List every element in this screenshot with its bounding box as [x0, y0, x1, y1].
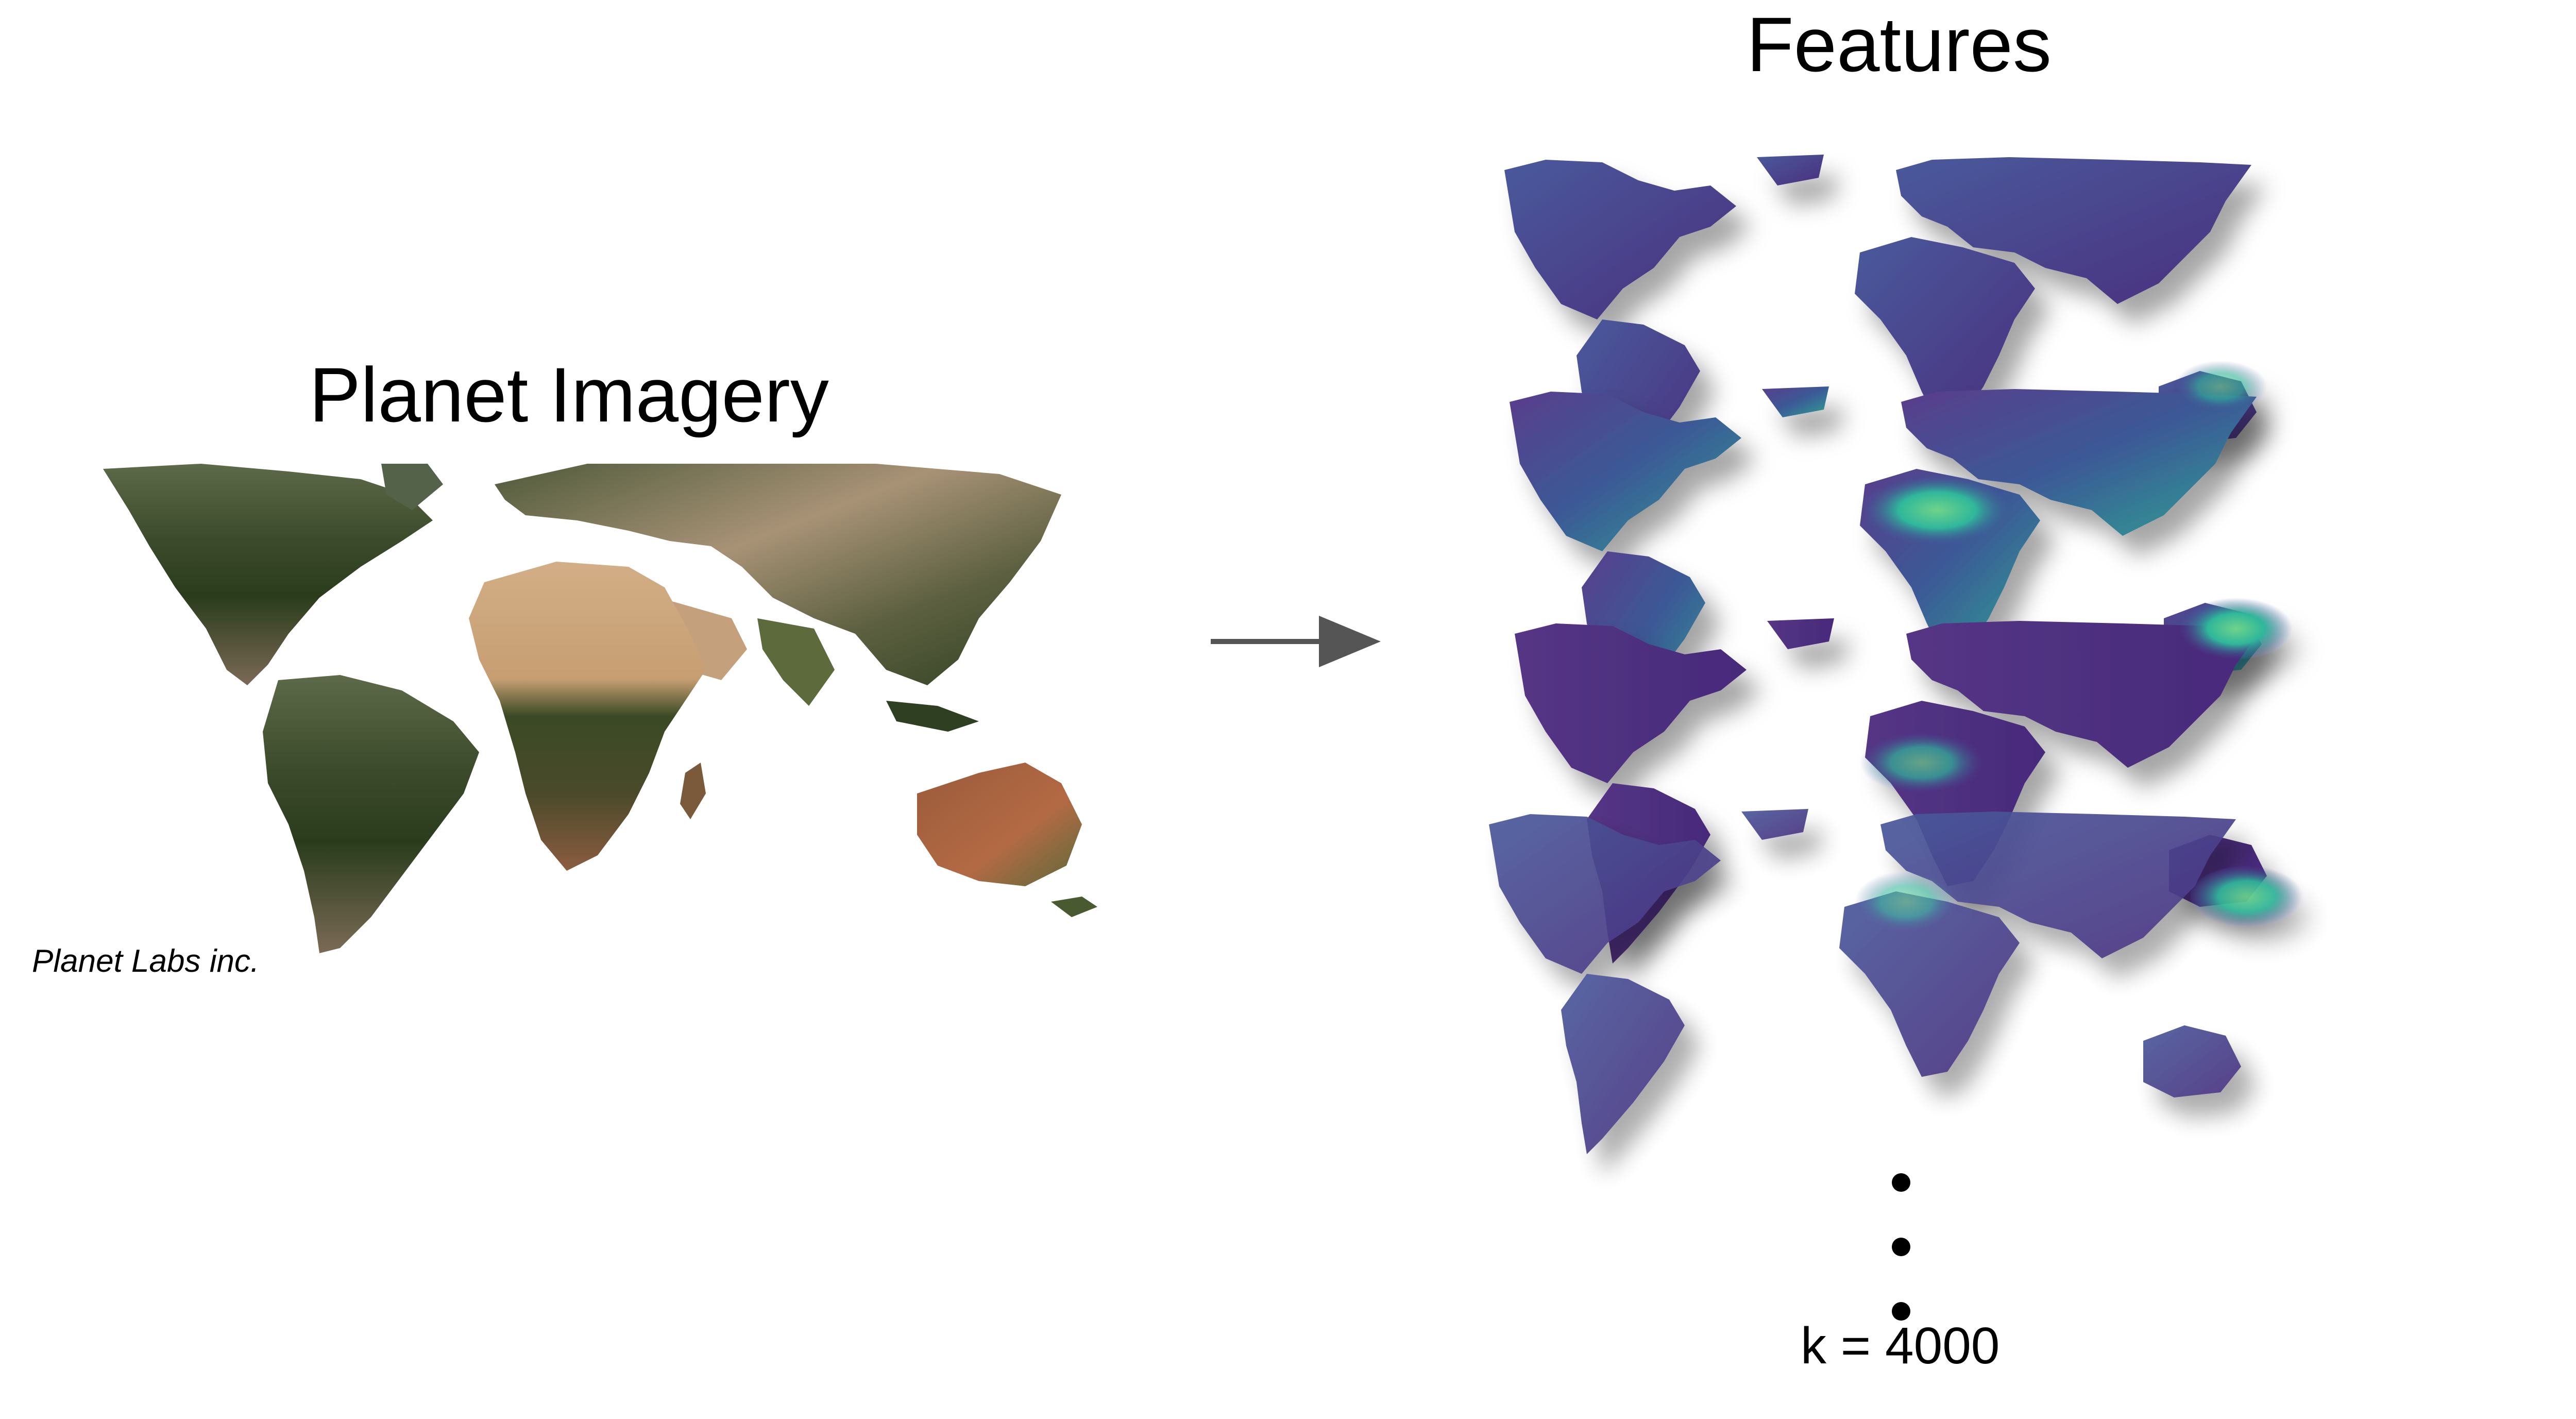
- features-title: Features: [1747, 1, 2052, 88]
- image-credit: Planet Labs inc.: [32, 943, 260, 979]
- imagery-greenland: [381, 464, 443, 510]
- feature-map-stack: [1489, 155, 2303, 1154]
- planet-imagery-map: [103, 464, 1097, 953]
- imagery-australia: [917, 763, 1082, 886]
- imagery-north-america: [103, 464, 433, 685]
- planet-imagery-title: Planet Imagery: [309, 351, 829, 438]
- feature-map-2: [1510, 361, 2267, 732]
- imagery-eurasia: [495, 464, 1061, 685]
- vertical-ellipsis-icon: [1892, 1173, 1910, 1321]
- right-arrow-icon: [1211, 616, 1381, 667]
- imagery-africa: [469, 562, 706, 871]
- imagery-indonesia: [886, 701, 979, 732]
- feature-map-4: [1489, 809, 2303, 1154]
- imagery-south-asia: [757, 618, 835, 706]
- imagery-new-zealand: [1051, 897, 1097, 917]
- k-count-label: k = 4000: [1801, 1317, 2000, 1375]
- imagery-south-america: [263, 675, 479, 953]
- feature-map-3: [1515, 598, 2293, 964]
- imagery-madagascar: [680, 763, 706, 819]
